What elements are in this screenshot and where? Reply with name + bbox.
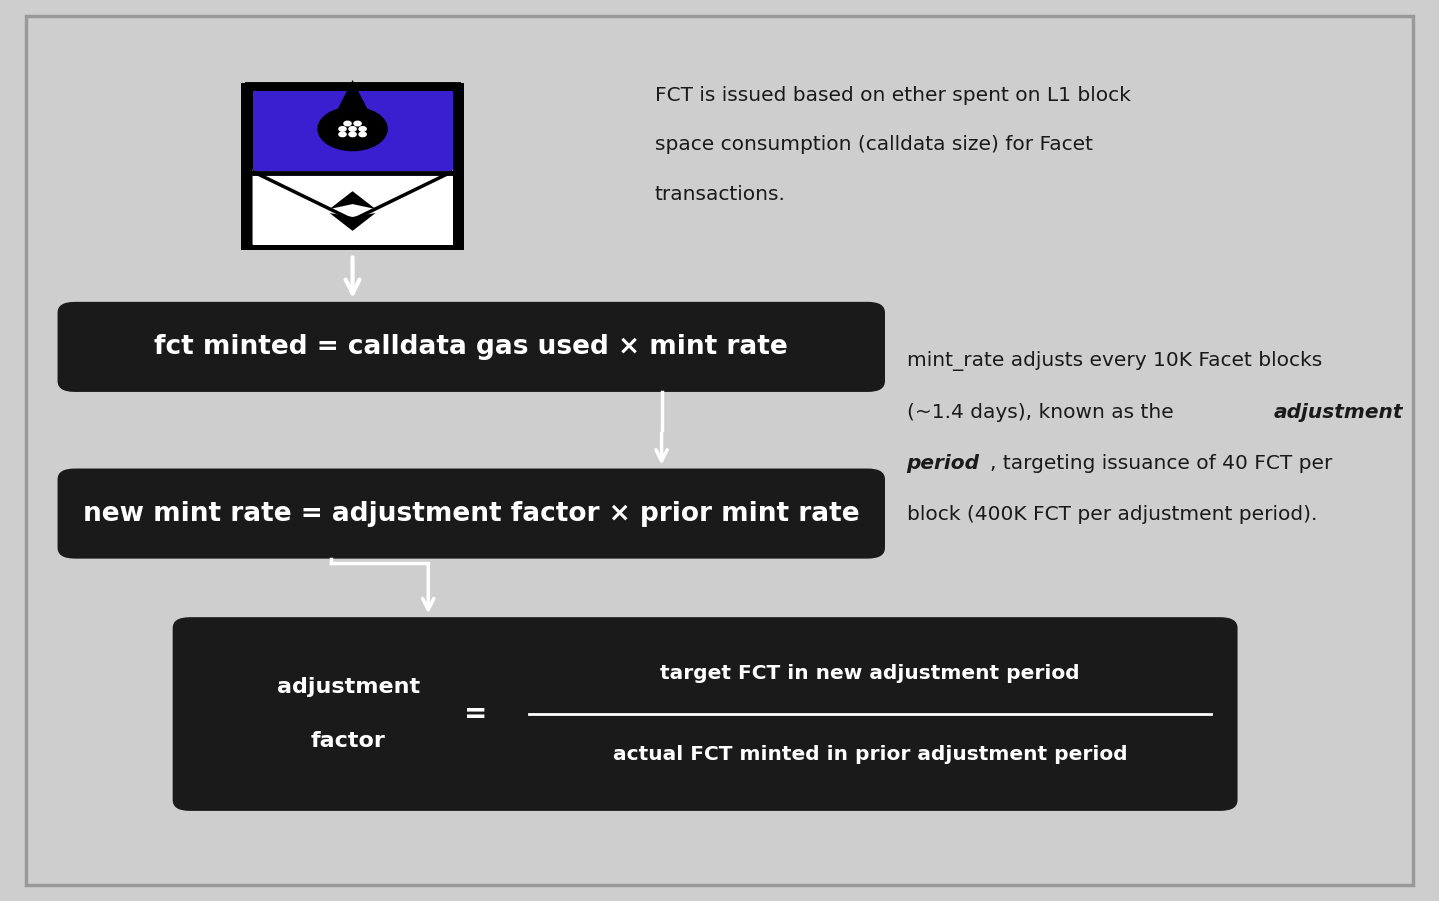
Polygon shape <box>327 80 378 130</box>
Circle shape <box>348 127 357 132</box>
Polygon shape <box>330 191 376 209</box>
Polygon shape <box>253 169 353 245</box>
FancyBboxPatch shape <box>58 469 885 559</box>
Text: target FCT in new adjustment period: target FCT in new adjustment period <box>661 664 1081 683</box>
Circle shape <box>318 107 387 150</box>
FancyBboxPatch shape <box>240 83 463 250</box>
Text: adjustment: adjustment <box>276 677 420 697</box>
Text: (~1.4 days), known as the: (~1.4 days), known as the <box>907 403 1180 422</box>
Text: space consumption (calldata size) for Facet: space consumption (calldata size) for Fa… <box>655 135 1092 154</box>
Text: adjustment: adjustment <box>1274 403 1403 422</box>
Text: =: = <box>465 700 488 728</box>
Text: factor: factor <box>311 731 386 751</box>
Polygon shape <box>330 213 376 231</box>
Text: mint_rate adjusts every 10K Facet blocks: mint_rate adjusts every 10K Facet blocks <box>907 351 1322 371</box>
FancyBboxPatch shape <box>253 169 452 245</box>
Text: actual FCT minted in prior adjustment period: actual FCT minted in prior adjustment pe… <box>613 745 1128 764</box>
Circle shape <box>338 132 347 137</box>
Text: transactions.: transactions. <box>655 185 786 204</box>
Text: fct minted = calldata gas used × mint rate: fct minted = calldata gas used × mint ra… <box>154 334 789 359</box>
Circle shape <box>344 122 351 126</box>
Circle shape <box>358 127 366 132</box>
Polygon shape <box>353 169 452 245</box>
Text: new mint rate = adjustment factor × prior mint rate: new mint rate = adjustment factor × prio… <box>83 501 859 526</box>
Text: , targeting issuance of 40 FCT per: , targeting issuance of 40 FCT per <box>990 454 1333 473</box>
Circle shape <box>354 122 361 126</box>
Text: FCT is issued based on ether spent on L1 block: FCT is issued based on ether spent on L1… <box>655 86 1131 105</box>
Text: block (400K FCT per adjustment period).: block (400K FCT per adjustment period). <box>907 505 1317 524</box>
Circle shape <box>358 132 366 137</box>
Text: period: period <box>907 454 980 473</box>
FancyBboxPatch shape <box>253 91 452 170</box>
Circle shape <box>338 127 347 132</box>
FancyBboxPatch shape <box>58 302 885 392</box>
Circle shape <box>348 132 357 137</box>
FancyBboxPatch shape <box>173 617 1238 811</box>
